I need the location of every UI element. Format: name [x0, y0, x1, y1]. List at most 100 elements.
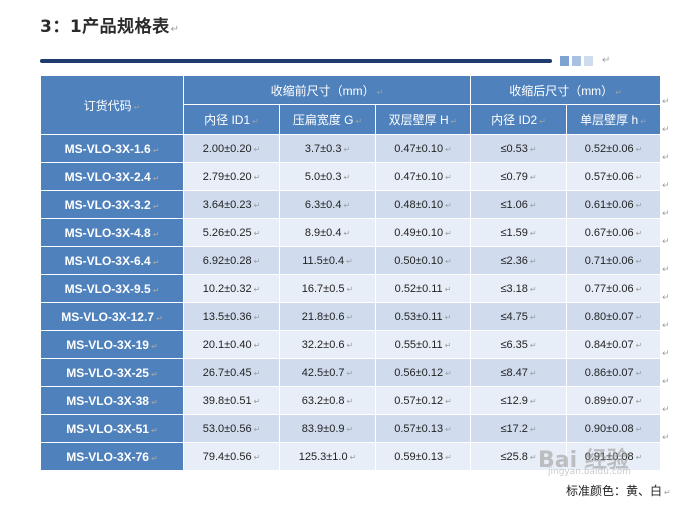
column-header-id1: 内径 ID1 ↵ [183, 104, 280, 135]
id2-cell: ≤1.59 ↵ [470, 218, 568, 247]
paragraph-mark-icon: ↵ [662, 125, 670, 135]
paragraph-mark-icon: ↵ [170, 24, 180, 35]
order-code-cell: MS-VLO-3X-9.5 ↵ [40, 274, 184, 303]
paragraph-mark-icon: ↵ [662, 377, 670, 387]
paragraph-mark-icon: ↵ [346, 256, 353, 266]
paragraph-mark-icon: ↵ [662, 181, 670, 191]
paragraph-mark-icon: ↵ [445, 396, 452, 406]
code-header: 订货代码 ↵ [40, 75, 184, 135]
rule-dot [584, 56, 593, 66]
paragraph-mark-icon: ↵ [252, 117, 259, 126]
paragraph-mark-icon: ↵ [662, 405, 670, 415]
paragraph-mark-icon: ↵ [662, 209, 670, 219]
paragraph-mark-icon: ↵ [152, 145, 160, 155]
paragraph-mark-icon: ↵ [156, 313, 163, 323]
paragraph-mark-icon: ↵ [253, 452, 261, 462]
g-cell: 83.9±0.9 ↵ [279, 414, 376, 443]
baidu-watermark: Bai 经验 [538, 448, 629, 473]
paragraph-mark-icon: ↵ [635, 452, 643, 462]
paragraph-mark-icon: ↵ [529, 396, 537, 406]
paragraph-mark-icon: ↵ [445, 200, 452, 210]
row-end-marks: ↵ ↵ ↵ ↵ ↵ ↵ ↵ ↵ ↵ ↵ ↵ ↵ ↵ [662, 97, 672, 461]
order-code-cell: MS-VLO-3X-4.8 ↵ [40, 218, 184, 247]
paragraph-mark-icon: ↵ [602, 55, 611, 66]
paragraph-mark-icon: ↵ [253, 396, 261, 406]
baidu-watermark-url: jingyan.baidu.com [548, 467, 632, 477]
paragraph-mark-icon: ↵ [253, 228, 261, 238]
page-title: 3：1产品规格表↵ [40, 17, 180, 37]
paragraph-mark-icon: ↵ [253, 312, 261, 322]
h-cell: 0.90±0.08 ↵ [566, 414, 662, 443]
rule-dot [560, 56, 569, 66]
id2-cell: ≤12.9 ↵ [470, 386, 568, 415]
paragraph-mark-icon: ↵ [152, 173, 160, 183]
table-row: MS-VLO-3X-25 ↵ 26.7±0.45 ↵ 42.5±0.7 ↵ 0.56±0.1… [40, 358, 662, 387]
h-cell: 0.67±0.06 ↵ [566, 218, 662, 247]
paragraph-mark-icon: ↵ [444, 312, 452, 322]
paragraph-mark-icon: ↵ [346, 340, 354, 350]
paragraph-mark-icon: ↵ [445, 424, 452, 434]
hh-cell: 0.50±0.10 ↵ [374, 246, 472, 275]
group-header-after: 收缩后尺寸（mm） ↵ [470, 75, 662, 105]
table-row: MS-VLO-3X-19 ↵ 20.1±0.40 ↵ 32.2±0.6 ↵ 0.55±0.1… [40, 330, 662, 359]
order-code-cell: MS-VLO-3X-51 ↵ [40, 414, 184, 443]
g-cell: 8.9±0.4 ↵ [279, 218, 376, 247]
paragraph-mark-icon: ↵ [444, 340, 452, 350]
paragraph-mark-icon: ↵ [346, 312, 354, 322]
paragraph-mark-icon: ↵ [662, 265, 670, 275]
paragraph-mark-icon: ↵ [662, 97, 670, 107]
table-row: MS-VLO-3X-51 ↵ 53.0±0.56 ↵ 83.9±0.9 ↵ 0.57±0.1… [40, 414, 662, 443]
g-cell: 5.0±0.3 ↵ [279, 162, 376, 191]
paragraph-mark-icon: ↵ [150, 425, 158, 435]
g-cell: 3.7±0.3 ↵ [279, 134, 376, 163]
paragraph-mark-icon: ↵ [253, 284, 261, 294]
paragraph-mark-icon: ↵ [664, 488, 671, 497]
table-row: MS-VLO-3X-4.8 ↵ 5.26±0.25 ↵ 8.9±0.4 ↵ 0.49±0.1… [40, 218, 662, 247]
paragraph-mark-icon: ↵ [529, 284, 537, 294]
id1-cell: 20.1±0.40 ↵ [183, 330, 280, 359]
paragraph-mark-icon: ↵ [152, 257, 160, 267]
g-cell: 32.2±0.6 ↵ [279, 330, 376, 359]
group-header-before: 收缩前尺寸（mm） ↵ [182, 75, 472, 105]
paragraph-mark-icon: ↵ [635, 424, 643, 434]
h-cell: 0.86±0.07 ↵ [566, 358, 662, 387]
paragraph-mark-icon: ↵ [253, 340, 261, 350]
paragraph-mark-icon: ↵ [662, 433, 670, 443]
id2-cell: ≤0.79 ↵ [470, 162, 568, 191]
h-cell: 0.80±0.07 ↵ [566, 302, 662, 331]
paragraph-mark-icon: ↵ [529, 228, 537, 238]
id2-cell: ≤6.35 ↵ [470, 330, 568, 359]
h-cell: 0.61±0.06 ↵ [566, 190, 662, 219]
id2-cell: ≤4.75 ↵ [470, 302, 568, 331]
paragraph-mark-icon: ↵ [529, 144, 537, 154]
id2-cell: ≤2.36 ↵ [470, 246, 568, 275]
paragraph-mark-icon: ↵ [253, 200, 261, 210]
paragraph-mark-icon: ↵ [662, 153, 670, 163]
paragraph-mark-icon: ↵ [635, 144, 643, 154]
paragraph-mark-icon: ↵ [662, 237, 670, 247]
hh-cell: 0.55±0.11 ↵ [374, 330, 472, 359]
id1-cell: 2.00±0.20 ↵ [183, 134, 280, 163]
order-code-cell: MS-VLO-3X-6.4 ↵ [40, 246, 184, 275]
paragraph-mark-icon: ↵ [529, 200, 537, 210]
title-rule [40, 59, 552, 63]
order-code-cell: MS-VLO-3X-19 ↵ [40, 330, 184, 359]
g-cell: 63.2±0.8 ↵ [279, 386, 376, 415]
column-header-g: 压扁宽度 G ↵ [279, 104, 376, 135]
id2-cell: ≤1.06 ↵ [470, 190, 568, 219]
table-row: MS-VLO-3X-2.4 ↵ 2.79±0.20 ↵ 5.0±0.3 ↵ 0.47±0.1… [40, 162, 662, 191]
hh-cell: 0.52±0.11 ↵ [374, 274, 472, 303]
paragraph-mark-icon: ↵ [343, 228, 351, 238]
table-row: MS-VLO-3X-76 ↵ 79.4±0.56 ↵ 125.3±1.0 ↵ 0.59±0.… [40, 442, 662, 471]
paragraph-mark-icon: ↵ [445, 452, 452, 462]
column-header-id2: 内径 ID2 ↵ [470, 104, 568, 135]
paragraph-mark-icon: ↵ [346, 368, 354, 378]
paragraph-mark-icon: ↵ [529, 452, 537, 462]
paragraph-mark-icon: ↵ [445, 144, 452, 154]
column-header-h: 单层壁厚 h ↵ [566, 104, 662, 135]
hh-cell: 0.47±0.10 ↵ [374, 162, 472, 191]
paragraph-mark-icon: ↵ [445, 172, 452, 182]
paragraph-mark-icon: ↵ [150, 397, 158, 407]
paragraph-mark-icon: ↵ [529, 256, 537, 266]
paragraph-mark-icon: ↵ [529, 368, 537, 378]
